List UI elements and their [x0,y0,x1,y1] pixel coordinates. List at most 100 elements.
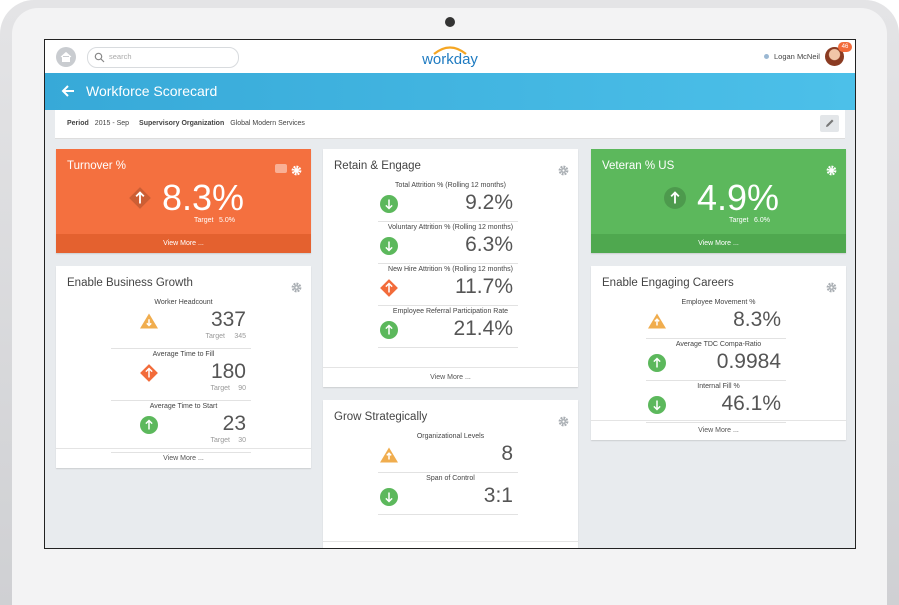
view-more[interactable]: View More ... [591,420,846,440]
status-icon [140,364,158,382]
settings-button[interactable] [291,163,302,181]
card-title: Enable Engaging Careers [602,277,734,289]
status-icon [380,279,398,297]
metric-target-label: Target [210,385,230,392]
pencil-icon [826,119,834,127]
status-icon-box [648,396,666,419]
settings-button[interactable] [826,280,837,298]
status-icon-box [380,195,398,218]
metric-label: Worker Headcount [154,299,213,306]
settings-button[interactable] [826,163,837,181]
separator [378,514,518,515]
title-band: Workforce Scorecard [45,73,855,110]
search-placeholder: search [109,52,132,61]
settings-button[interactable] [291,280,302,298]
separator [378,305,518,306]
kpi-value: 8.3% [162,177,245,218]
view-more[interactable]: View More ... [56,234,311,253]
metric-label: Organizational Levels [416,433,485,440]
metric-label: Total Attrition % (Rolling 12 months) [395,182,506,189]
settings-button[interactable] [558,163,569,181]
status-icon-box [380,488,398,511]
back-button[interactable] [60,84,76,98]
comment-icon [275,164,287,173]
metric-value: 180 [210,360,246,383]
screen: search workday Logan McNeil 46 Workforce… [44,39,856,549]
status-icon-box [380,446,398,469]
logo: workday [422,51,478,68]
camera [445,17,455,27]
gear-icon[interactable] [826,282,837,293]
status-icon-box [140,364,158,387]
metric-value: 3:1 [483,484,513,507]
filters: Period 2015 - Sep Supervisory Organization… [67,120,315,127]
target-label: Target [194,217,214,224]
metric-value: 21.4% [453,317,513,340]
metric-value: 23 [222,412,246,435]
card-title: Veteran % US [602,160,675,172]
separator [646,422,786,423]
status-icon-box [140,416,158,439]
kpi-value: 4.9% [697,177,780,218]
card-title: Enable Business Growth [67,277,193,289]
filter-bar: Period 2015 - Sep Supervisory Organization… [55,110,845,139]
search-icon [94,52,105,63]
status-icon [140,313,158,329]
metric-value: 8 [501,442,513,465]
status-icon-box [648,354,666,377]
metric-value: 337 [210,308,246,331]
metric-label: Average Time to Start [149,403,218,410]
gear-icon[interactable] [291,282,302,293]
gear-icon[interactable] [826,165,837,176]
view-more[interactable]: View More ... [323,541,578,548]
page-title: Workforce Scorecard [86,83,218,99]
home-icon [60,51,72,62]
search-box[interactable]: search [87,47,239,68]
view-more[interactable]: View More ... [323,367,578,387]
user-name[interactable]: Logan McNeil [774,52,820,61]
gear-icon[interactable] [291,165,302,176]
status-icon-box [140,312,158,335]
logo-arc [433,46,467,55]
status-icon [648,396,666,414]
filter-label: Period [67,120,89,127]
status-icon [380,321,398,339]
view-more[interactable]: View More ... [591,234,846,253]
metric-value: 6.3% [465,233,513,256]
metric-label: Voluntary Attrition % (Rolling 12 months… [387,224,514,231]
separator [378,472,518,473]
edit-button[interactable] [820,115,839,132]
metric-label: Employee Movement % [681,299,756,306]
status-icon [129,187,151,209]
card: Grow Strategically Organizational Levels 8… [323,400,578,548]
metric-label: Employee Referral Participation Rate [392,308,509,315]
separator [646,380,786,381]
target-label: Target [729,217,749,224]
avatar[interactable] [825,47,844,66]
status-icon-box [664,187,686,214]
filter-value: Global Modern Services [230,120,305,127]
card: Enable Engaging Careers Employee Movement… [591,266,846,440]
metric-label: Average TDC Compa-Ratio [675,341,762,348]
settings-button[interactable] [558,414,569,432]
metric-target-value: 345 [234,333,246,340]
gear-icon[interactable] [558,165,569,176]
metric-target-value: 30 [238,437,246,444]
separator [378,221,518,222]
metric-value: 0.9984 [716,350,781,373]
status-dot [764,54,769,59]
status-icon [648,313,666,329]
status-icon [380,237,398,255]
metric-label: Average Time to Fill [152,351,215,358]
view-more[interactable]: View More ... [56,448,311,468]
gear-icon[interactable] [558,416,569,427]
top-bar: search workday Logan McNeil 46 [45,40,855,73]
notification-badge[interactable]: 46 [838,42,852,52]
status-icon [380,195,398,213]
home-button[interactable] [56,47,76,67]
card: Turnover % 8.3% Target 5.0% View More ... [56,149,311,253]
card: Veteran % US 4.9% Target 6.0% View More ... [591,149,846,253]
metric-label: New Hire Attrition % (Rolling 12 months) [388,266,513,273]
filter-value: 2015 - Sep [94,120,130,127]
